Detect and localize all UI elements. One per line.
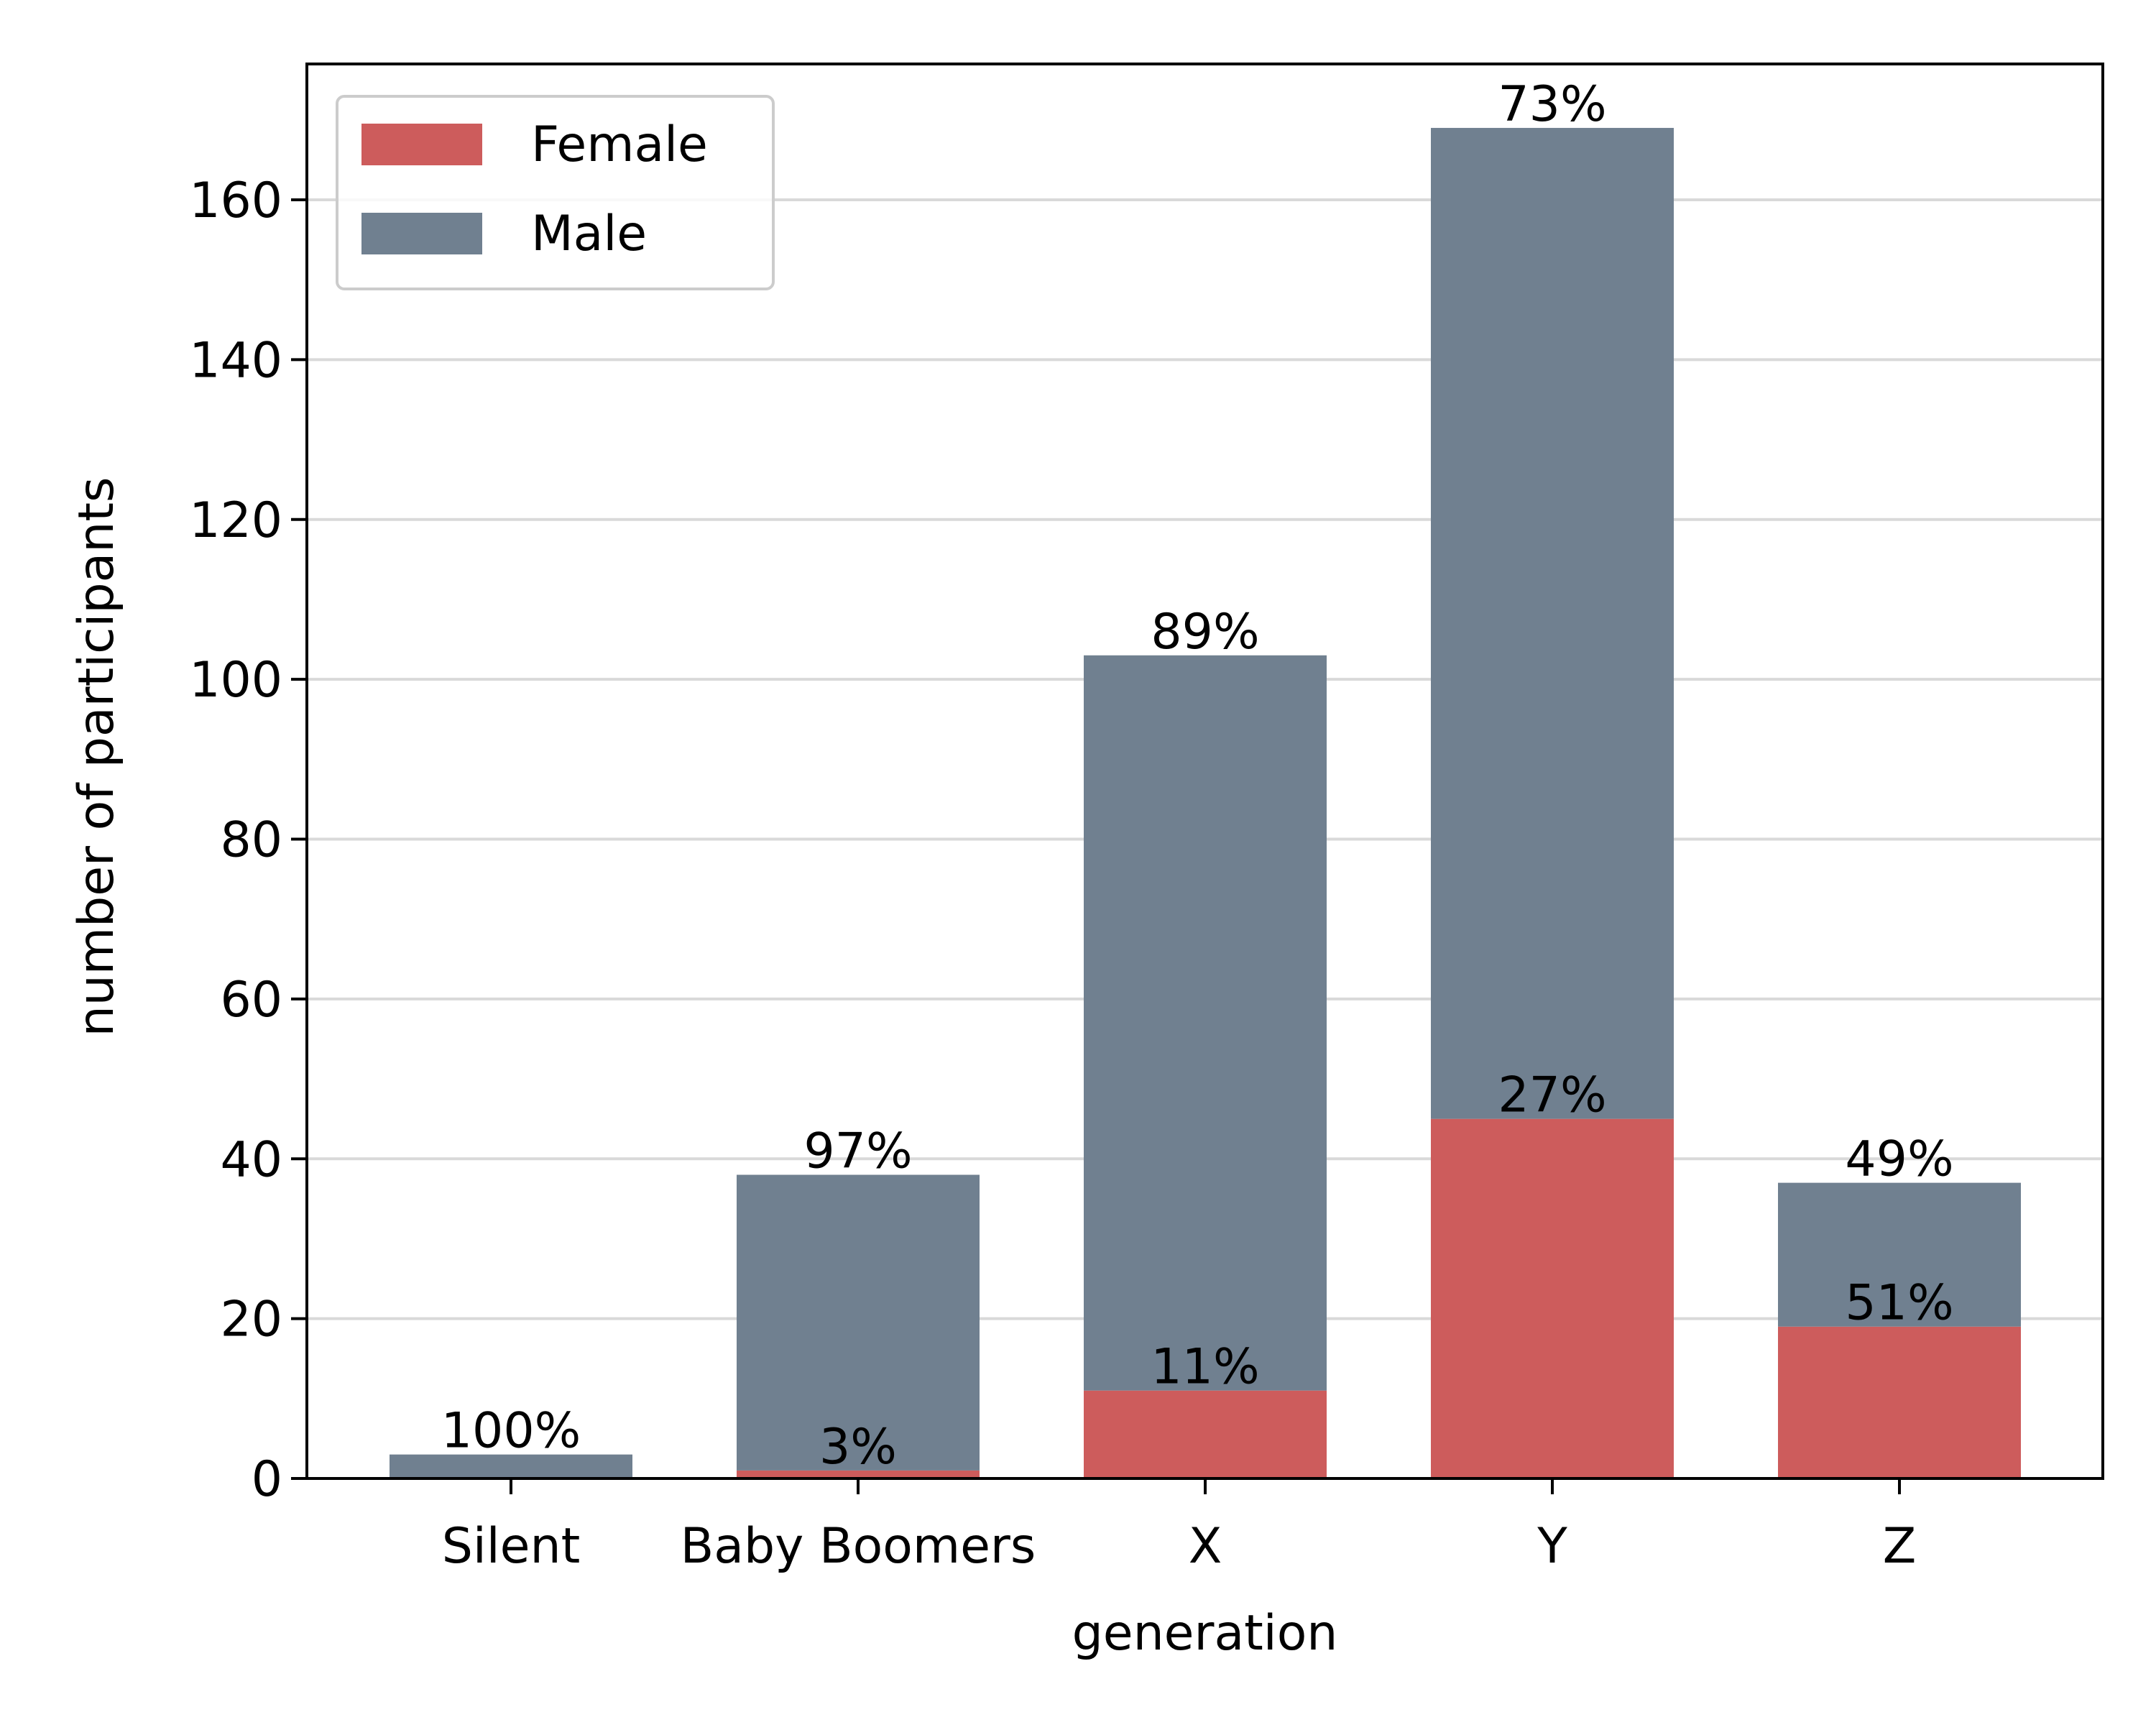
data-label-male-2: 89%: [1151, 604, 1259, 661]
y-axis-label: number of participants: [68, 477, 125, 1037]
y-axis: 0 20 40 60 80 100 120 140 160: [189, 172, 307, 1508]
data-label-female-2: 11%: [1151, 1339, 1259, 1396]
legend-label-female: Female: [531, 116, 708, 173]
x-axis: Silent Baby Boomers X Y Z: [442, 1478, 1917, 1575]
bar-female-4: [1778, 1326, 2021, 1478]
y-tick-label: 60: [220, 972, 282, 1029]
y-tick-label: 80: [220, 812, 282, 869]
x-tick-label: X: [1189, 1518, 1222, 1575]
y-tick-label: 140: [189, 332, 282, 389]
bars: [390, 127, 2021, 1478]
data-labels: 3% 11% 27% 51% 100% 97% 89% 73% 49%: [441, 76, 1954, 1476]
legend-label-male: Male: [531, 206, 647, 262]
data-label-male-1: 97%: [803, 1123, 912, 1179]
bar-male-2: [1084, 655, 1327, 1391]
bar-male-0: [390, 1454, 632, 1478]
y-tick-label: 0: [252, 1451, 282, 1508]
bar-female-2: [1084, 1390, 1327, 1478]
bar-male-1: [737, 1174, 980, 1471]
legend-swatch-male: [361, 213, 482, 254]
data-label-female-3: 27%: [1498, 1067, 1606, 1124]
x-tick-label: Y: [1537, 1518, 1567, 1575]
legend-swatch-female: [361, 124, 482, 165]
data-label-male-4: 49%: [1845, 1131, 1953, 1188]
legend: Female Male: [336, 95, 775, 290]
y-tick-label: 160: [189, 172, 282, 229]
data-label-male-0: 100%: [441, 1403, 581, 1460]
data-label-female-4: 51%: [1845, 1275, 1953, 1332]
bar-male-4: [1778, 1182, 2021, 1327]
y-tick-label: 20: [220, 1292, 282, 1348]
bar-female-3: [1431, 1118, 1674, 1478]
data-label-male-3: 73%: [1498, 76, 1606, 133]
bar-male-3: [1431, 127, 1674, 1119]
bar-female-1: [737, 1470, 980, 1478]
data-label-female-1: 3%: [819, 1419, 897, 1476]
y-tick-label: 40: [220, 1131, 282, 1188]
x-tick-label: Z: [1883, 1518, 1917, 1575]
x-axis-label: generation: [1072, 1605, 1338, 1662]
y-tick-label: 120: [189, 492, 282, 549]
x-tick-label: Baby Boomers: [681, 1518, 1036, 1575]
y-tick-label: 100: [189, 652, 282, 709]
x-tick-label: Silent: [442, 1518, 581, 1575]
